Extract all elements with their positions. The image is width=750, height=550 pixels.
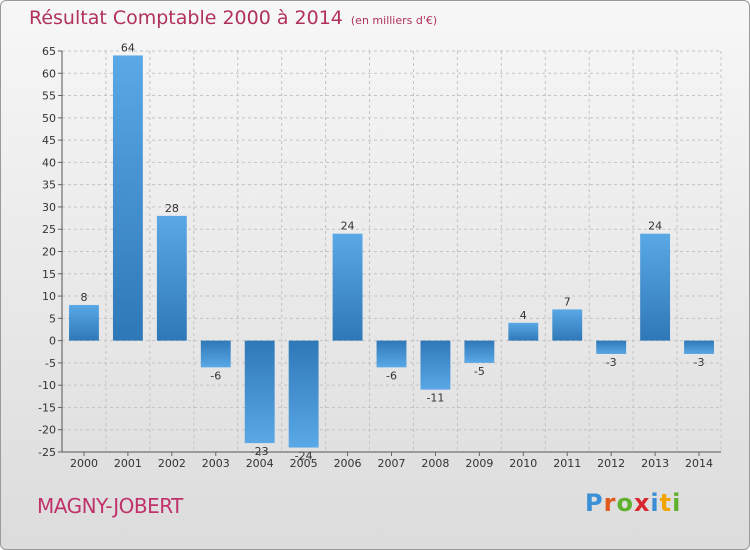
y-tick-label: 50 [42, 112, 56, 125]
x-tick-label: 2011 [553, 457, 581, 470]
logo-letter: o [616, 489, 634, 517]
bar [464, 340, 495, 363]
logo-letter: i [650, 489, 660, 517]
x-tick-label: 2004 [246, 457, 274, 470]
bar [376, 340, 407, 368]
y-tick-label: 65 [42, 45, 56, 58]
x-tick-label: 2010 [509, 457, 537, 470]
y-tick-label: 15 [42, 268, 56, 281]
x-tick-label: 2009 [465, 457, 493, 470]
y-tick-label: 40 [42, 156, 56, 169]
x-tick-label: 2008 [421, 457, 449, 470]
y-tick-label: 55 [42, 90, 56, 103]
chart-title-text: Résultat Comptable 2000 à 2014 [29, 7, 343, 29]
logo-letter: x [633, 489, 651, 517]
bar [684, 340, 714, 354]
y-tick-label: 45 [42, 134, 56, 147]
y-tick-label: 10 [42, 290, 56, 303]
x-tick-label: 2012 [597, 457, 625, 470]
data-label: -5 [474, 365, 485, 378]
data-label: 8 [80, 291, 87, 304]
bar [508, 322, 539, 341]
x-tick-label: 2013 [641, 457, 669, 470]
data-label: -23 [251, 445, 269, 458]
bar [200, 340, 231, 368]
data-label: 24 [341, 220, 355, 233]
y-tick-label: 5 [49, 312, 56, 325]
bar [288, 340, 319, 448]
x-tick-label: 2005 [290, 457, 318, 470]
proxiti-logo: Proxiti [585, 489, 681, 517]
bar [69, 304, 99, 341]
y-tick-label: -5 [45, 357, 56, 370]
y-tick-label: 30 [42, 201, 56, 214]
bar [420, 340, 451, 390]
bar [552, 309, 583, 341]
data-label: 64 [121, 41, 135, 54]
x-tick-label: 2014 [685, 457, 713, 470]
data-label: 7 [564, 295, 571, 308]
y-tick-label: 35 [42, 179, 56, 192]
bar [156, 215, 187, 341]
x-tick-label: 2006 [334, 457, 362, 470]
x-tick-label: 2000 [70, 457, 98, 470]
data-label: -3 [606, 356, 617, 369]
bar [244, 340, 275, 444]
chart-subtitle: (en milliers d'€) [350, 14, 438, 27]
bar [112, 55, 143, 341]
y-tick-label: 25 [42, 223, 56, 236]
bar [596, 340, 627, 354]
commune-name: MAGNY-JOBERT [37, 494, 183, 518]
y-tick-label: 0 [49, 335, 56, 348]
data-label: -11 [426, 392, 444, 405]
y-tick-label: 20 [42, 246, 56, 259]
data-label: -6 [210, 369, 221, 382]
logo-letter: i [672, 489, 682, 517]
logo-letter: P [585, 489, 604, 517]
x-tick-label: 2002 [158, 457, 186, 470]
data-label: 4 [520, 309, 527, 322]
data-label: 24 [648, 220, 662, 233]
data-label: 28 [165, 202, 179, 215]
bar [332, 233, 363, 341]
data-label: -24 [295, 450, 313, 463]
y-tick-label: -20 [38, 424, 56, 437]
x-tick-label: 2007 [378, 457, 406, 470]
y-tick-label: -15 [38, 401, 56, 414]
data-label: -6 [386, 369, 397, 382]
y-tick-label: -25 [38, 446, 56, 459]
logo-letter: t [659, 489, 673, 517]
y-tick-label: -10 [38, 379, 56, 392]
data-label: -3 [694, 356, 705, 369]
chart-title: Résultat Comptable 2000 à 2014 (en millie… [29, 7, 437, 29]
logo-letter: r [603, 489, 617, 517]
bar [640, 233, 671, 341]
y-tick-label: 60 [42, 67, 56, 80]
x-tick-label: 2003 [202, 457, 230, 470]
x-tick-label: 2001 [114, 457, 142, 470]
